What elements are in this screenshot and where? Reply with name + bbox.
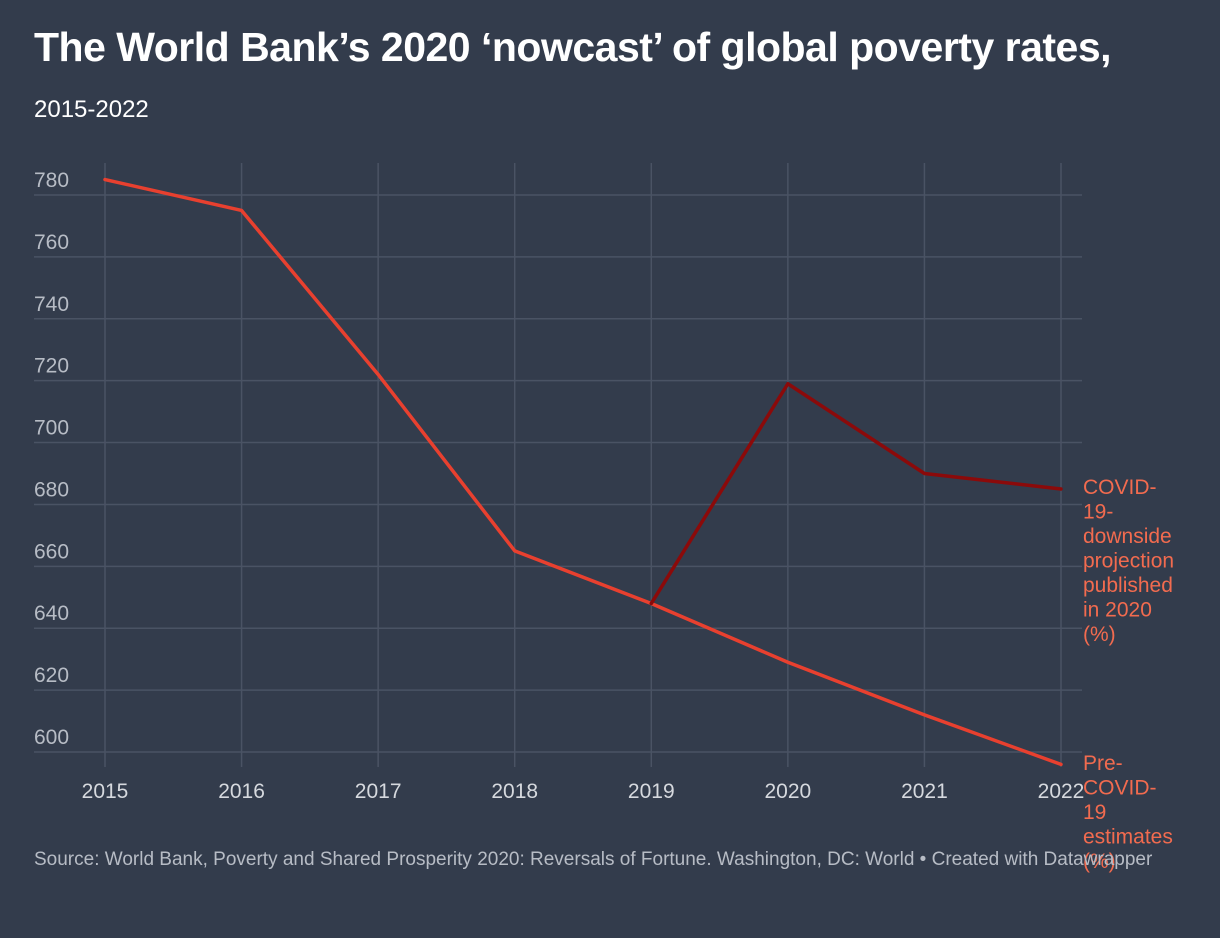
pre-covid-series-line [103,177,1063,767]
y-tick-label: 760 [34,231,69,254]
series-label-line: (%) [1083,850,1116,873]
x-tick-label: 2017 [355,780,402,803]
chart-subtitle: 2015-2022 [34,96,149,123]
y-tick-label: 720 [34,355,69,378]
series-label-line: estimates [1083,826,1173,849]
x-tick-label: 2015 [82,780,129,803]
series-label-line: COVID- [1083,777,1157,800]
covid-downside-series-label: COVID-19-downside projection published in 2… [1083,476,1174,646]
series-label-line: published [1083,574,1173,597]
y-tick-label: 740 [34,293,69,316]
y-tick-label: 640 [34,602,69,625]
x-tick-label: 2022 [1038,780,1085,803]
series-label-line: 19 [1083,801,1106,824]
x-tick-label: 2016 [218,780,265,803]
y-tick-label: 700 [34,417,69,440]
source-note: Source: World Bank, Poverty and Shared P… [34,849,1153,870]
series-label-line: downside [1083,525,1172,548]
y-axis-ticks: 600 620 640 660 680 700 720 740 760 780 [34,169,69,749]
y-tick-label: 680 [34,478,69,501]
series-label-line: COVID- [1083,476,1157,499]
x-tick-label: 2018 [491,780,538,803]
series-lines [103,177,1063,767]
x-axis-ticks: 2015 2016 2017 2018 2019 2020 2021 2022 [82,780,1085,803]
y-tick-label: 600 [34,726,69,749]
series-label-line: projection [1083,550,1174,573]
x-tick-label: 2021 [901,780,948,803]
grid [34,163,1082,767]
series-labels: Pre-COVID-19 estimates (%)COVID-19-downsid… [1083,476,1174,873]
y-tick-label: 660 [34,540,69,563]
chart-title: The World Bank’s 2020 ‘nowcast’ of globa… [34,24,1112,70]
series-label-line: (%) [1083,623,1116,646]
pre-covid-series-label: Pre-COVID-19 estimates (%) [1083,752,1173,873]
x-tick-label: 2019 [628,780,675,803]
covid-downside-series-line [649,382,1063,606]
series-label-line: 19- [1083,501,1113,524]
y-tick-label: 620 [34,664,69,687]
y-tick-label: 780 [34,169,69,192]
series-label-line: in 2020 [1083,599,1152,622]
x-tick-label: 2020 [764,780,811,803]
series-label-line: Pre- [1083,752,1123,775]
